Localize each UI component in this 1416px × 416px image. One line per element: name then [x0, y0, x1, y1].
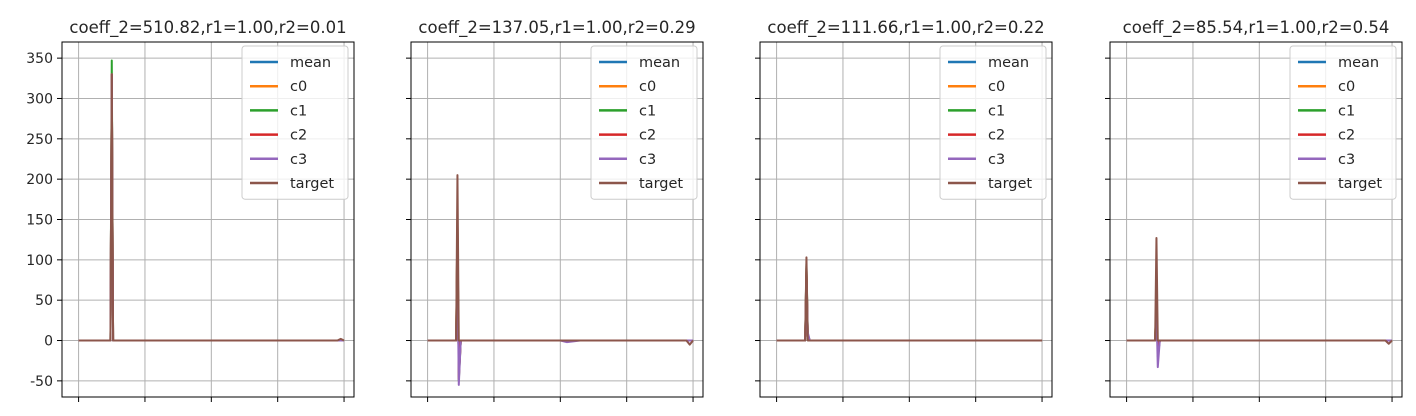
legend-label-c1: c1: [290, 103, 307, 119]
legend-label-target: target: [290, 176, 334, 192]
legend-label-c3: c3: [290, 152, 307, 168]
chart-title: coeff_2=85.54,r1=1.00,r2=0.54: [1123, 18, 1390, 38]
series-line-target: [427, 174, 694, 346]
legend-label-mean: mean: [290, 55, 331, 71]
y-tick-label: 350: [26, 51, 53, 67]
legend-label-c2: c2: [988, 128, 1005, 144]
chart-panel-1: coeff_2=510.82,r1=1.00,r2=0.01 -50 0 50 100 1…: [26, 18, 355, 402]
legend-label-c0: c0: [1338, 79, 1355, 95]
chart-title: coeff_2=510.82,r1=1.00,r2=0.01: [69, 18, 346, 38]
legend-label-target: target: [639, 176, 683, 192]
legend-label-c2: c2: [290, 128, 307, 144]
y-tick-label: 100: [26, 253, 53, 269]
series-group: [1126, 237, 1393, 369]
legend-label-mean: mean: [1338, 55, 1379, 71]
legend-label-c3: c3: [988, 152, 1005, 168]
legend-box: [241, 45, 349, 200]
legend-box: [939, 45, 1047, 200]
legend-label-target: target: [1338, 176, 1382, 192]
series-line-target: [78, 73, 345, 342]
y-tick-label: 0: [44, 334, 53, 350]
legend: mean c0 c1 c2 c3 target: [939, 45, 1047, 200]
legend: mean c0 c1 c2 c3 target: [241, 45, 349, 200]
legend-label-mean: mean: [639, 55, 680, 71]
series-group: [776, 256, 1043, 342]
legend-label-c2: c2: [639, 128, 656, 144]
chart-title: coeff_2=137.05,r1=1.00,r2=0.29: [418, 18, 695, 38]
series-line-target: [776, 256, 1043, 342]
legend-label-c0: c0: [988, 79, 1005, 95]
legend-label-c0: c0: [290, 79, 307, 95]
y-tick-label: 150: [26, 213, 53, 229]
legend-label-c3: c3: [1338, 152, 1355, 168]
legend-label-c2: c2: [1338, 128, 1355, 144]
y-tick-label: 50: [35, 293, 53, 309]
legend-label-c0: c0: [639, 79, 656, 95]
series-group: [427, 174, 694, 386]
y-tick-label: 200: [26, 172, 53, 188]
legend-label-c1: c1: [1338, 103, 1355, 119]
chart-title: coeff_2=111.66,r1=1.00,r2=0.22: [767, 18, 1044, 38]
legend: mean c0 c1 c2 c3 target: [1289, 45, 1397, 200]
y-tick-label: -50: [30, 374, 53, 390]
series-line-target: [1126, 237, 1393, 345]
legend-label-c3: c3: [639, 152, 656, 168]
y-tick-label: 300: [26, 91, 53, 107]
legend-label-target: target: [988, 176, 1032, 192]
series-group: [78, 59, 345, 342]
legend-box: [1289, 45, 1397, 200]
legend: mean c0 c1 c2 c3 target: [590, 45, 698, 200]
y-tick-label: 250: [26, 132, 53, 148]
legend-label-mean: mean: [988, 55, 1029, 71]
legend-label-c1: c1: [639, 103, 656, 119]
legend-box: [590, 45, 698, 200]
legend-label-c1: c1: [988, 103, 1005, 119]
